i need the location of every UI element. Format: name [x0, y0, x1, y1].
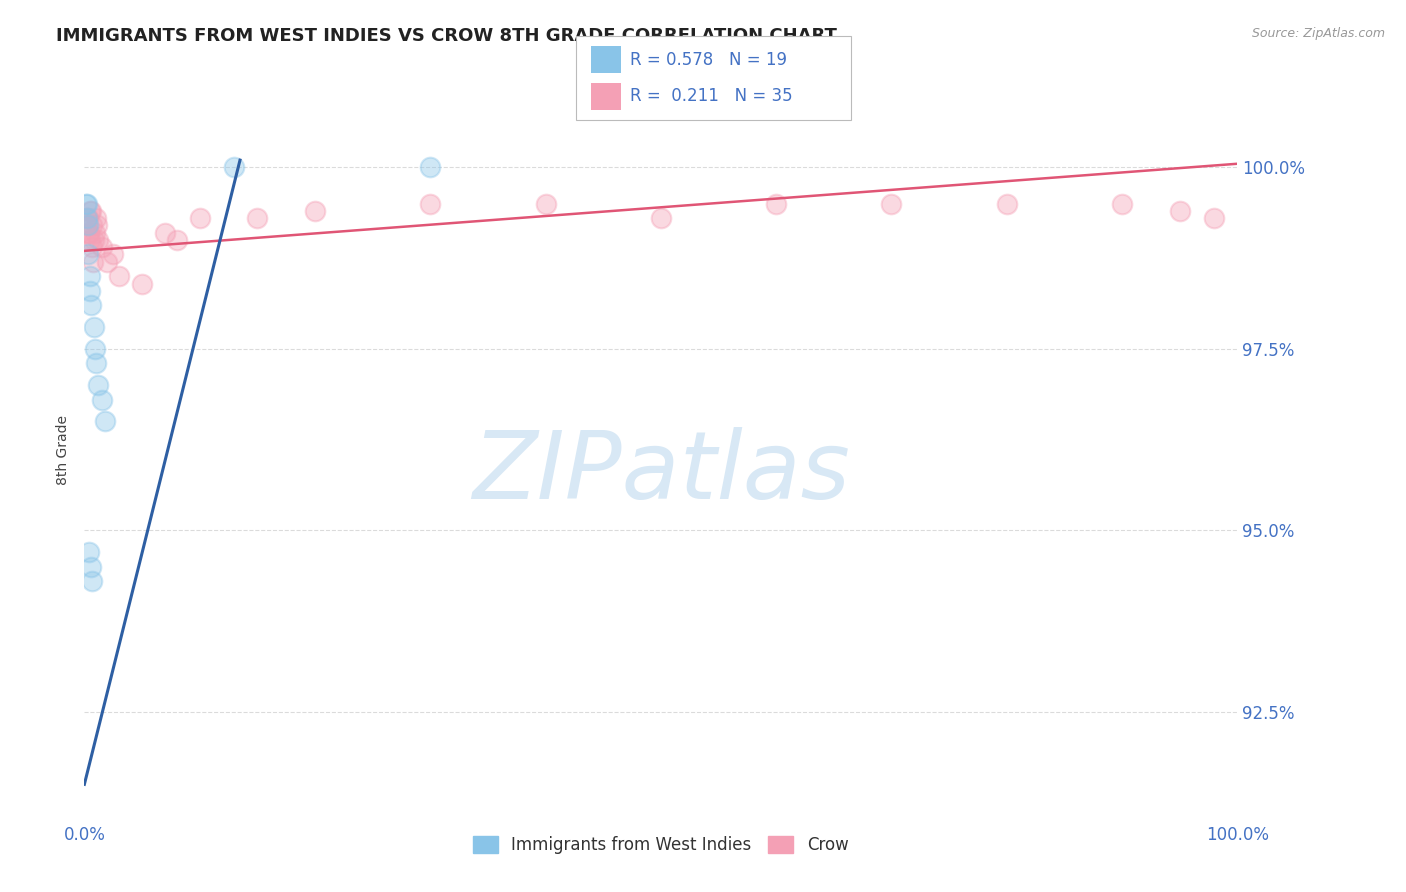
Point	[76, 219, 98, 233]
Point	[76, 196, 98, 211]
Point	[131, 277, 153, 291]
Point	[650, 211, 672, 226]
Point	[80, 203, 103, 218]
Point	[83, 233, 105, 247]
Text: R =  0.211   N = 35: R = 0.211 N = 35	[630, 87, 793, 105]
Point	[84, 211, 107, 226]
Text: R = 0.578   N = 19: R = 0.578 N = 19	[630, 51, 787, 69]
Point	[77, 226, 100, 240]
Point	[82, 254, 104, 268]
Point	[103, 247, 124, 261]
Point	[83, 320, 105, 334]
Point	[84, 356, 107, 370]
Point	[77, 545, 100, 559]
Point	[83, 226, 105, 240]
Point	[765, 196, 787, 211]
Point	[90, 392, 112, 407]
Point	[79, 233, 101, 247]
Point	[83, 342, 105, 356]
Point	[82, 574, 104, 588]
Point	[224, 161, 246, 175]
Point	[79, 284, 101, 298]
Point	[534, 196, 557, 211]
Point	[76, 211, 98, 226]
Point	[80, 298, 103, 312]
Point	[76, 211, 98, 226]
Text: ZIPatlas: ZIPatlas	[472, 427, 849, 518]
Point	[419, 196, 441, 211]
Point	[995, 196, 1018, 211]
Point	[80, 240, 103, 254]
Point	[82, 219, 104, 233]
Point	[77, 247, 100, 261]
Point	[79, 203, 101, 218]
Point	[1204, 211, 1226, 226]
Point	[77, 226, 100, 240]
Point	[75, 219, 97, 233]
Point	[94, 414, 117, 428]
Point	[246, 211, 269, 226]
Point	[1168, 203, 1191, 218]
Point	[90, 240, 112, 254]
Point	[80, 559, 103, 574]
Point	[880, 196, 903, 211]
Text: IMMIGRANTS FROM WEST INDIES VS CROW 8TH GRADE CORRELATION CHART: IMMIGRANTS FROM WEST INDIES VS CROW 8TH …	[56, 27, 837, 45]
Point	[166, 233, 188, 247]
Point	[153, 226, 176, 240]
Point	[79, 269, 101, 284]
Point	[96, 254, 118, 268]
Text: Source: ZipAtlas.com: Source: ZipAtlas.com	[1251, 27, 1385, 40]
Point	[86, 219, 108, 233]
Point	[87, 233, 110, 247]
Point	[304, 203, 326, 218]
Point	[76, 211, 98, 226]
Point	[108, 269, 131, 284]
Point	[419, 161, 441, 175]
Legend: Immigrants from West Indies, Crow: Immigrants from West Indies, Crow	[467, 829, 855, 861]
Point	[87, 378, 110, 392]
Y-axis label: 8th Grade: 8th Grade	[56, 416, 70, 485]
Point	[75, 196, 97, 211]
Point	[188, 211, 211, 226]
Point	[1111, 196, 1133, 211]
